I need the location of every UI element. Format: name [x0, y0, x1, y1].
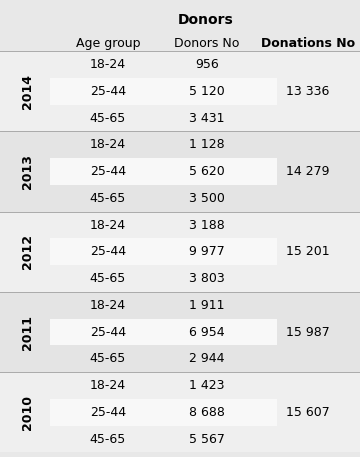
- Text: 25-44: 25-44: [90, 165, 126, 178]
- Text: Donors: Donors: [177, 13, 233, 27]
- Text: 1 911: 1 911: [189, 299, 225, 312]
- Text: 25-44: 25-44: [90, 85, 126, 98]
- Text: 5 567: 5 567: [189, 433, 225, 446]
- Text: 1 423: 1 423: [189, 379, 225, 392]
- FancyBboxPatch shape: [0, 372, 360, 452]
- Text: 18-24: 18-24: [90, 218, 126, 232]
- Text: 45-65: 45-65: [90, 352, 126, 365]
- Text: Age group: Age group: [76, 37, 140, 50]
- FancyBboxPatch shape: [0, 212, 360, 292]
- Text: 3 431: 3 431: [189, 112, 225, 125]
- Text: 3 188: 3 188: [189, 218, 225, 232]
- Text: 9 977: 9 977: [189, 245, 225, 258]
- FancyBboxPatch shape: [0, 51, 360, 132]
- Text: 2010: 2010: [21, 395, 33, 430]
- Text: 2 944: 2 944: [189, 352, 225, 365]
- Text: Donations No: Donations No: [261, 37, 355, 50]
- Text: 18-24: 18-24: [90, 58, 126, 71]
- Text: 2013: 2013: [21, 154, 33, 189]
- Text: 956: 956: [195, 58, 219, 71]
- Text: 5 120: 5 120: [189, 85, 225, 98]
- Text: 18-24: 18-24: [90, 299, 126, 312]
- Text: Donors No: Donors No: [174, 37, 240, 50]
- Text: 3 803: 3 803: [189, 272, 225, 285]
- Text: 45-65: 45-65: [90, 112, 126, 125]
- FancyBboxPatch shape: [50, 158, 277, 185]
- Text: 1 128: 1 128: [189, 138, 225, 151]
- Text: 45-65: 45-65: [90, 433, 126, 446]
- FancyBboxPatch shape: [0, 132, 360, 212]
- Text: 8 688: 8 688: [189, 406, 225, 419]
- Text: 6 954: 6 954: [189, 325, 225, 339]
- FancyBboxPatch shape: [50, 78, 277, 105]
- Text: 2012: 2012: [21, 234, 33, 269]
- FancyBboxPatch shape: [50, 399, 277, 425]
- Text: 3 500: 3 500: [189, 192, 225, 205]
- FancyBboxPatch shape: [50, 319, 277, 345]
- FancyBboxPatch shape: [0, 292, 360, 372]
- Text: 25-44: 25-44: [90, 406, 126, 419]
- Text: 14 279: 14 279: [286, 165, 329, 178]
- Text: 25-44: 25-44: [90, 325, 126, 339]
- Text: 18-24: 18-24: [90, 379, 126, 392]
- Text: 5 620: 5 620: [189, 165, 225, 178]
- Text: 25-44: 25-44: [90, 245, 126, 258]
- FancyBboxPatch shape: [50, 239, 277, 265]
- Text: 45-65: 45-65: [90, 192, 126, 205]
- FancyBboxPatch shape: [0, 32, 360, 51]
- Text: 18-24: 18-24: [90, 138, 126, 151]
- Text: 15 607: 15 607: [286, 406, 330, 419]
- Text: 13 336: 13 336: [286, 85, 329, 98]
- Text: 15 201: 15 201: [286, 245, 330, 258]
- Text: 15 987: 15 987: [286, 325, 330, 339]
- Text: 2011: 2011: [21, 314, 33, 350]
- Text: 45-65: 45-65: [90, 272, 126, 285]
- Text: 2014: 2014: [21, 74, 33, 109]
